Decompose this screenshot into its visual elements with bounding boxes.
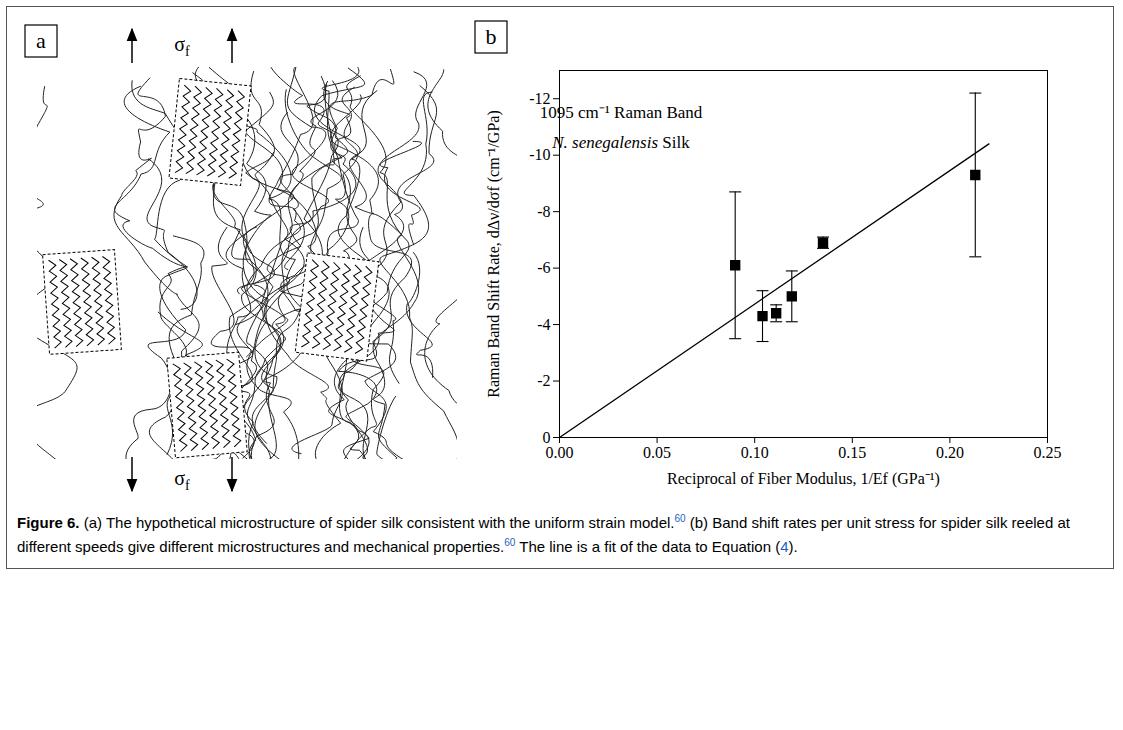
svg-text:0.10: 0.10 bbox=[741, 444, 769, 461]
svg-text:0.05: 0.05 bbox=[643, 444, 671, 461]
svg-text:Raman Band Shift Rate, dΔν/dσf: Raman Band Shift Rate, dΔν/dσf (cm⁻¹/GPa… bbox=[485, 110, 503, 397]
svg-text:b: b bbox=[486, 24, 497, 49]
svg-text:Reciprocal of Fiber Modulus, 1: Reciprocal of Fiber Modulus, 1/Ef (GPa⁻¹… bbox=[667, 470, 940, 488]
svg-text:0.20: 0.20 bbox=[936, 444, 964, 461]
svg-text:-12: -12 bbox=[529, 89, 551, 107]
svg-text:0.00: 0.00 bbox=[546, 444, 574, 461]
svg-text:0.25: 0.25 bbox=[1034, 444, 1062, 461]
svg-text:σf: σf bbox=[174, 467, 190, 493]
svg-text:-4: -4 bbox=[537, 316, 550, 333]
svg-text:a: a bbox=[36, 28, 46, 53]
svg-text:-8: -8 bbox=[537, 203, 550, 220]
svg-text:0: 0 bbox=[542, 428, 551, 446]
svg-text:-2: -2 bbox=[537, 372, 550, 389]
svg-text:σf: σf bbox=[174, 33, 190, 59]
svg-text:0.15: 0.15 bbox=[838, 444, 866, 461]
svg-text:1095 cm⁻¹ Raman Band: 1095 cm⁻¹ Raman Band bbox=[540, 103, 703, 122]
svg-text:N. senegalensis Silk: N. senegalensis Silk bbox=[551, 133, 690, 152]
svg-text:-6: -6 bbox=[537, 259, 550, 276]
svg-text:-10: -10 bbox=[529, 146, 550, 163]
html-text:Figure 6. (a) The hypothetical: Figure 6. (a) The hypothetical microstru… bbox=[17, 513, 1070, 555]
